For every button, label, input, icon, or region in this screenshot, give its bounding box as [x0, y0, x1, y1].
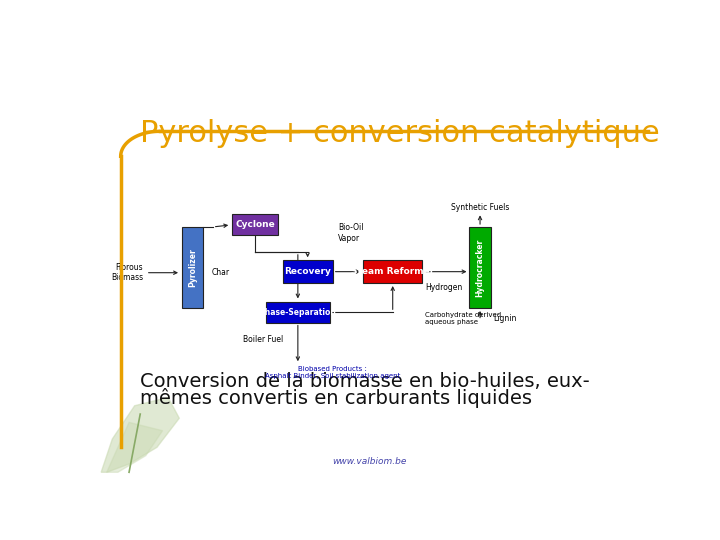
- Text: Biobased Products :
Asphalt Binder, Soil stabilization agent: Biobased Products : Asphalt Binder, Soil…: [265, 366, 400, 379]
- FancyBboxPatch shape: [233, 214, 278, 235]
- Text: Pyrolyse + conversion catalytique: Pyrolyse + conversion catalytique: [140, 119, 660, 148]
- Polygon shape: [101, 397, 179, 472]
- FancyBboxPatch shape: [282, 260, 333, 283]
- Text: Lignin: Lignin: [493, 314, 516, 323]
- FancyBboxPatch shape: [182, 227, 203, 308]
- FancyBboxPatch shape: [469, 227, 490, 308]
- Text: Conversion de la biomasse en bio-huiles, eux-: Conversion de la biomasse en bio-huiles,…: [140, 372, 590, 391]
- Text: Fibrous
Biomass: Fibrous Biomass: [111, 263, 143, 282]
- Text: mêmes convertis en carburants liquides: mêmes convertis en carburants liquides: [140, 388, 532, 408]
- Text: Boiler Fuel: Boiler Fuel: [243, 335, 283, 344]
- Text: Hydrocracker: Hydrocracker: [475, 238, 485, 296]
- Text: Carbohydrate derived
aqueous phase: Carbohydrate derived aqueous phase: [425, 312, 501, 325]
- Polygon shape: [107, 422, 163, 472]
- Text: www.valbiom.be: www.valbiom.be: [332, 457, 406, 466]
- Text: Steam Reformer: Steam Reformer: [351, 267, 434, 276]
- Text: Phase-Separation: Phase-Separation: [259, 308, 336, 316]
- FancyBboxPatch shape: [266, 302, 330, 322]
- Text: Bio-Oil
Vapor: Bio-Oil Vapor: [338, 224, 364, 243]
- Text: Char: Char: [212, 268, 230, 277]
- Text: Pyrolizer: Pyrolizer: [188, 248, 197, 287]
- Text: Hydrogen: Hydrogen: [425, 283, 462, 292]
- Text: Synthetic Fuels: Synthetic Fuels: [451, 204, 509, 212]
- Text: Recovery: Recovery: [284, 267, 331, 276]
- Text: Cyclone: Cyclone: [235, 220, 275, 230]
- FancyBboxPatch shape: [364, 260, 422, 283]
